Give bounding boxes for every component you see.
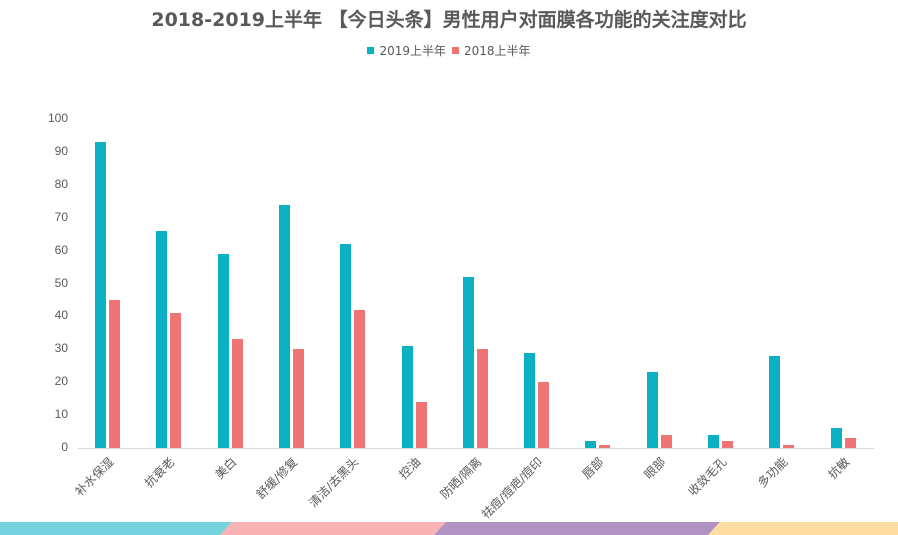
bar-2018[interactable] xyxy=(109,299,120,448)
bar-2018[interactable] xyxy=(292,349,304,448)
x-tick-label: 美白 xyxy=(212,454,239,482)
bar-2019[interactable] xyxy=(217,253,229,448)
x-tick-label: 抗衰老 xyxy=(142,454,178,491)
bar-2019[interactable] xyxy=(769,355,781,448)
bar-2018[interactable] xyxy=(660,434,672,448)
bar-2018[interactable] xyxy=(476,349,488,448)
bar-2019[interactable] xyxy=(524,352,536,448)
x-tick-label: 多功能 xyxy=(755,454,791,491)
legend-swatch-2019 xyxy=(367,47,375,54)
x-tick-label: 防晒/隔离 xyxy=(437,454,485,502)
bar-2019[interactable] xyxy=(708,434,719,448)
x-tick-label: 唇部 xyxy=(579,454,607,482)
legend-item-2019[interactable]: 2019上半年 xyxy=(367,42,446,59)
bar-2019[interactable] xyxy=(340,244,352,448)
x-axis-line xyxy=(78,448,874,449)
y-tick-label: 10 xyxy=(54,407,68,422)
legend-item-2018[interactable]: 2018上半年 xyxy=(452,42,531,59)
decorative-stripe xyxy=(0,522,898,535)
bar-2019[interactable] xyxy=(156,230,168,448)
y-tick-label: 80 xyxy=(54,176,68,191)
bar-2018[interactable] xyxy=(722,441,733,448)
x-tick-label: 控油 xyxy=(395,454,423,482)
bar-2018[interactable] xyxy=(783,444,795,448)
legend-swatch-2018 xyxy=(452,47,459,54)
legend-label-2019: 2019上半年 xyxy=(379,44,446,58)
x-tick-label: 抗敏 xyxy=(825,454,852,482)
bar-2019[interactable] xyxy=(95,142,106,448)
bar-2019[interactable] xyxy=(585,441,597,448)
bar-2018[interactable] xyxy=(354,309,366,448)
bar-2018[interactable] xyxy=(538,382,550,448)
legend: 2019上半年 2018上半年 xyxy=(0,42,898,59)
bar-2019[interactable] xyxy=(830,428,842,448)
y-tick-label: 90 xyxy=(54,143,68,158)
legend-label-2018: 2018上半年 xyxy=(464,44,531,58)
bar-2019[interactable] xyxy=(462,276,474,448)
bar-2018[interactable] xyxy=(844,438,856,448)
bar-2018[interactable] xyxy=(599,444,611,448)
bar-2019[interactable] xyxy=(401,346,413,448)
chart-title: 2018-2019上半年 【今日头条】男性用户对面膜各功能的关注度对比 xyxy=(151,9,747,31)
bar-2018[interactable] xyxy=(231,339,243,448)
y-tick-label: 60 xyxy=(54,242,68,257)
y-tick-label: 40 xyxy=(54,308,68,323)
x-tick-label: 祛痘/痘疤/痘印 xyxy=(478,454,546,522)
x-tick-label: 眼部 xyxy=(641,454,669,482)
bar-2018[interactable] xyxy=(415,401,427,448)
y-tick-label: 70 xyxy=(54,209,68,224)
y-tick-label: 0 xyxy=(61,440,68,454)
x-tick-label: 舒缓/修复 xyxy=(253,454,301,502)
x-tick-label: 收敛毛孔 xyxy=(685,454,730,499)
x-tick-label: 清洁/去黑头 xyxy=(306,454,362,511)
x-tick-label: 补水保湿 xyxy=(72,454,117,499)
bar-2019[interactable] xyxy=(278,204,290,448)
y-tick-label: 50 xyxy=(54,275,68,290)
bar-2018[interactable] xyxy=(170,313,182,448)
bar-2019[interactable] xyxy=(646,372,658,448)
y-tick-label: 100 xyxy=(47,111,68,125)
y-tick-label: 20 xyxy=(54,374,68,389)
y-tick-label: 30 xyxy=(54,341,68,356)
